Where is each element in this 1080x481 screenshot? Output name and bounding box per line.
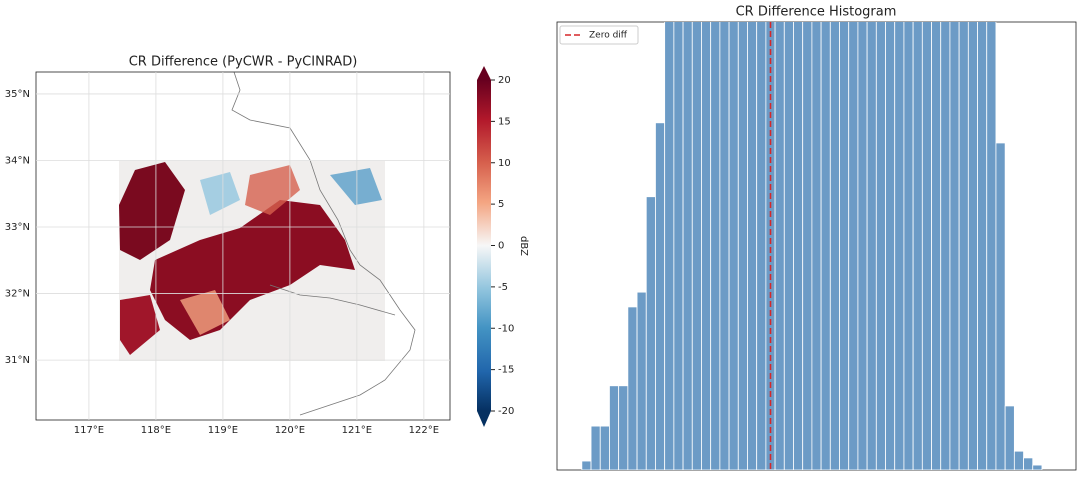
x-tick-label: 121°E bbox=[342, 425, 372, 436]
bar bbox=[857, 22, 868, 470]
bar bbox=[1004, 405, 1015, 470]
bar bbox=[977, 22, 988, 470]
map-title: CR Difference (PyCWR - PyCINRAD) bbox=[129, 55, 358, 70]
bar bbox=[811, 22, 822, 470]
radar-field bbox=[119, 72, 416, 416]
bar bbox=[875, 22, 886, 470]
bar bbox=[958, 22, 969, 470]
colorbar-tick-label: -10 bbox=[498, 323, 514, 334]
colorbar-tick-label: 0 bbox=[498, 241, 504, 252]
legend-box bbox=[559, 25, 639, 45]
bar bbox=[931, 22, 942, 470]
bar bbox=[590, 425, 601, 470]
bar bbox=[655, 122, 666, 470]
bar bbox=[599, 425, 610, 470]
bar bbox=[802, 22, 813, 470]
bar bbox=[737, 22, 748, 470]
bar bbox=[820, 22, 831, 470]
colorbar-tick-label: 10 bbox=[498, 158, 511, 169]
y-tick-label: 31°N bbox=[5, 355, 30, 366]
bar bbox=[793, 22, 804, 470]
bar bbox=[710, 22, 721, 470]
bar bbox=[912, 22, 923, 470]
bar bbox=[1013, 450, 1024, 470]
bar bbox=[967, 22, 978, 470]
colorbar-tick-label: 15 bbox=[498, 116, 511, 127]
colorbar-extend bbox=[477, 66, 491, 80]
y-tick-label: 35°N bbox=[5, 89, 30, 100]
bar bbox=[747, 22, 758, 470]
x-tick-label: 122°E bbox=[409, 425, 439, 436]
x-tick-label: 117°E bbox=[74, 425, 104, 436]
bar bbox=[645, 196, 656, 470]
bar bbox=[664, 22, 675, 470]
bar bbox=[774, 22, 785, 470]
colorbar-extend bbox=[477, 411, 491, 427]
bar bbox=[839, 22, 850, 470]
x-tick-label: 118°E bbox=[141, 425, 171, 436]
bar bbox=[618, 385, 629, 470]
bar bbox=[1032, 464, 1043, 470]
bar bbox=[848, 22, 859, 470]
bar bbox=[995, 142, 1006, 470]
bar bbox=[682, 22, 693, 470]
bar bbox=[894, 22, 905, 470]
bar bbox=[949, 22, 960, 470]
bar bbox=[903, 22, 914, 470]
colorbar-tick-label: -15 bbox=[498, 365, 514, 376]
bar bbox=[765, 22, 776, 470]
colorbar-tick-label: -5 bbox=[498, 282, 508, 293]
bar bbox=[627, 306, 638, 470]
map-frame bbox=[35, 71, 451, 421]
bar bbox=[581, 460, 592, 470]
x-tick-label: 120°E bbox=[275, 425, 305, 436]
colorbar-tick-label: -20 bbox=[498, 406, 514, 417]
bar bbox=[940, 22, 951, 470]
colorbar-tick-label: 5 bbox=[498, 199, 504, 210]
bar bbox=[756, 22, 767, 470]
colorbar bbox=[477, 80, 491, 411]
bar bbox=[701, 22, 712, 470]
bar bbox=[719, 22, 730, 470]
bar bbox=[986, 22, 997, 470]
bar bbox=[691, 22, 702, 470]
bar bbox=[728, 22, 739, 470]
y-tick-label: 34°N bbox=[5, 155, 30, 166]
bar bbox=[609, 385, 620, 470]
bar bbox=[636, 291, 647, 470]
y-tick-label: 32°N bbox=[5, 289, 30, 300]
x-tick-label: 119°E bbox=[208, 425, 238, 436]
bar bbox=[1023, 457, 1034, 470]
hist-title: CR Difference Histogram bbox=[736, 5, 897, 20]
legend-label: Zero diff bbox=[589, 31, 628, 41]
bar bbox=[829, 22, 840, 470]
bar bbox=[673, 22, 684, 470]
colorbar-tick-label: 20 bbox=[498, 75, 511, 86]
bar bbox=[921, 22, 932, 470]
bar bbox=[783, 22, 794, 470]
colorbar-label: dBZ bbox=[518, 236, 529, 256]
bars bbox=[581, 22, 1043, 470]
bar bbox=[866, 22, 877, 470]
y-tick-label: 33°N bbox=[5, 222, 30, 233]
bar bbox=[885, 22, 896, 470]
